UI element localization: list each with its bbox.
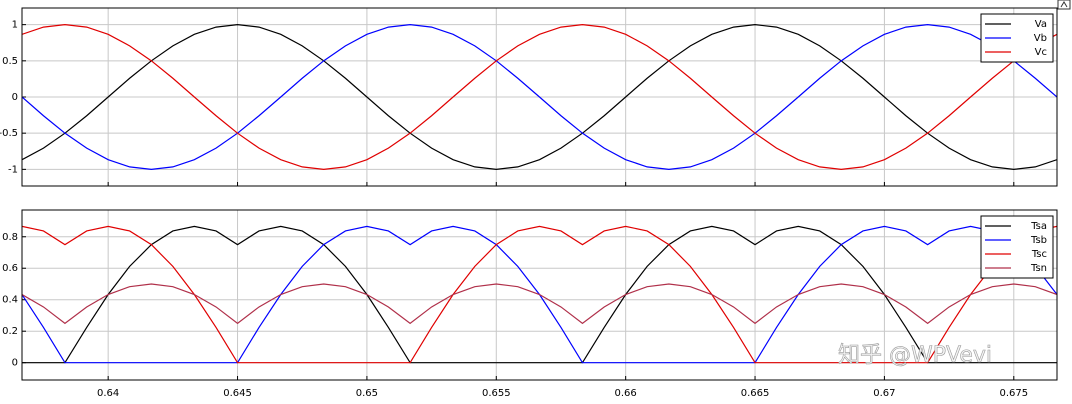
x-tick-label: 0.64 <box>97 388 119 399</box>
y-tick-label: 0.4 <box>2 295 18 306</box>
x-tick-label: 0.645 <box>223 388 252 399</box>
y-tick-label: -0.5 <box>0 128 18 139</box>
legend-label: Tsa <box>1030 221 1047 232</box>
x-tick-label: 0.65 <box>356 388 378 399</box>
legend-label: Tsb <box>1030 235 1047 246</box>
y-tick-label: -1 <box>8 164 18 175</box>
y-tick-label: 0.8 <box>2 232 18 243</box>
window-button[interactable] <box>1057 0 1071 10</box>
x-tick-label: 0.67 <box>873 388 895 399</box>
x-tick-label: 0.655 <box>482 388 511 399</box>
series-line <box>22 24 1057 170</box>
plot-frame <box>21 209 1058 381</box>
plot-frame <box>21 7 1058 187</box>
y-tick-label: 1 <box>12 20 18 31</box>
y-tick-label: 0.6 <box>2 263 18 274</box>
x-tick-label: 0.665 <box>741 388 770 399</box>
watermark: 知乎 @WPVevi <box>838 343 992 368</box>
series-line <box>22 24 1057 170</box>
legend-label: Tsn <box>1030 263 1047 274</box>
x-tick-label: 0.66 <box>615 388 637 399</box>
legend-label: Vb <box>1034 33 1047 44</box>
window-button-icon <box>1060 1 1068 8</box>
y-tick-label: 0 <box>12 92 18 103</box>
series-line <box>22 283 1057 325</box>
legend-label: Tsc <box>1031 249 1047 260</box>
y-tick-label: 0.5 <box>2 56 18 67</box>
y-tick-label: 0.2 <box>2 326 18 337</box>
series-line <box>22 24 1057 170</box>
y-tick-label: 0 <box>12 358 18 369</box>
legend-label: Vc <box>1035 47 1047 58</box>
x-tick-label: 0.675 <box>999 388 1028 399</box>
legend-label: Va <box>1035 19 1047 30</box>
